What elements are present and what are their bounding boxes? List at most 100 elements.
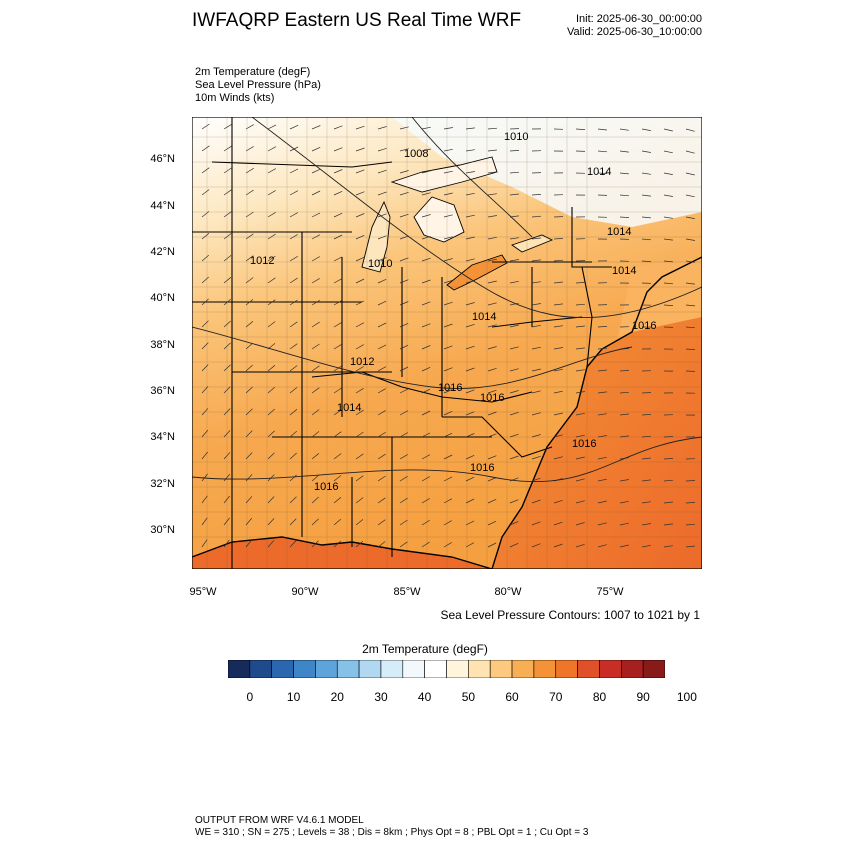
wind-barb xyxy=(685,523,696,526)
wind-barb xyxy=(465,192,475,196)
wind-barb xyxy=(465,149,475,152)
wind-barb xyxy=(377,475,386,482)
wind-barb xyxy=(289,234,298,240)
wind-barb xyxy=(619,391,630,394)
isobar-label: 1016 xyxy=(572,438,596,450)
wind-barb xyxy=(289,452,297,460)
wind-barb xyxy=(443,192,453,196)
wind-barb xyxy=(531,259,541,262)
wind-barb xyxy=(311,518,319,526)
wind-barb xyxy=(487,171,497,174)
colorbar-tick-label: 80 xyxy=(592,690,607,704)
wind-barb xyxy=(289,190,299,196)
wind-barb xyxy=(685,172,695,176)
wind-barb xyxy=(509,542,519,548)
wind-barb xyxy=(619,128,629,131)
wind-barb xyxy=(377,300,387,306)
colorbar-swatch xyxy=(315,660,338,678)
wind-barb xyxy=(685,260,695,263)
wind-barb xyxy=(443,498,453,504)
wind-barb xyxy=(377,257,387,262)
wind-barb xyxy=(421,520,430,526)
wind-barb xyxy=(311,409,320,416)
wind-barb xyxy=(311,300,320,306)
wind-barb xyxy=(201,386,209,394)
wind-barb xyxy=(245,408,253,416)
wind-barb xyxy=(487,411,497,416)
wind-barb xyxy=(575,500,585,504)
wind-barb xyxy=(465,302,475,306)
wind-barb xyxy=(531,477,541,482)
field-pressure: Sea Level Pressure (hPa) xyxy=(195,79,321,91)
wind-barb xyxy=(597,347,608,350)
wind-barb xyxy=(575,412,585,416)
wind-barb xyxy=(465,411,475,416)
lat-label: 46°N xyxy=(150,153,175,165)
wind-barb xyxy=(509,193,519,196)
wind-barb xyxy=(355,475,364,482)
wind-barb xyxy=(487,433,497,438)
wind-barb xyxy=(399,279,409,284)
wind-barb xyxy=(201,473,208,482)
wind-barb xyxy=(355,541,364,548)
wind-barb xyxy=(597,413,607,416)
wind-barb xyxy=(399,541,408,548)
wind-barb xyxy=(333,387,342,394)
wind-barb xyxy=(575,543,585,548)
wind-barb xyxy=(355,409,364,416)
wind-barb xyxy=(641,392,652,394)
wind-barb xyxy=(487,477,497,482)
wind-barb xyxy=(663,545,673,548)
footer-line-2: WE = 310 ; SN = 275 ; Levels = 38 ; Dis … xyxy=(195,827,589,838)
wind-barb xyxy=(641,435,652,438)
wind-barb xyxy=(399,454,408,460)
wind-barb xyxy=(399,257,409,262)
wind-barb xyxy=(223,124,232,130)
colorbar-swatch xyxy=(380,660,404,678)
wind-barb xyxy=(531,412,541,416)
wind-barb xyxy=(355,234,365,240)
wind-barb xyxy=(575,303,586,306)
wind-barb xyxy=(245,364,253,372)
wind-barb xyxy=(223,473,231,482)
wind-barb xyxy=(311,365,320,372)
wind-barb xyxy=(421,498,430,504)
wind-barb xyxy=(201,189,210,196)
wind-barb xyxy=(311,496,319,504)
wind-barb xyxy=(509,237,519,240)
wind-barb xyxy=(685,150,695,154)
wind-barb xyxy=(685,545,695,548)
wind-barb xyxy=(289,518,297,526)
wind-barb xyxy=(553,412,563,416)
wind-barb xyxy=(553,347,563,350)
wind-barb xyxy=(333,278,343,284)
colorbar-swatch xyxy=(336,660,360,678)
wind-barb xyxy=(311,453,320,460)
wind-barb xyxy=(311,431,320,438)
wind-barb xyxy=(223,430,231,438)
wind-barb xyxy=(421,170,431,174)
wind-barb xyxy=(509,390,519,394)
wind-barb xyxy=(663,150,673,154)
init-time: Init: 2025-06-30_00:00:00 xyxy=(576,13,702,25)
wind-barb xyxy=(685,194,695,198)
wind-barb xyxy=(311,343,320,350)
wind-barb xyxy=(509,499,519,504)
isobar-label: 1016 xyxy=(480,392,504,404)
wind-barb xyxy=(355,344,364,350)
wind-barb xyxy=(597,172,608,174)
wind-barb xyxy=(377,519,386,526)
lon-label: 90°W xyxy=(291,586,319,598)
wind-barb xyxy=(597,544,607,548)
wind-barb xyxy=(355,169,365,174)
wind-barb xyxy=(421,366,431,372)
colorbar-swatch xyxy=(577,660,600,678)
wind-barb xyxy=(421,345,431,350)
wind-barb xyxy=(333,256,343,262)
isobar-label: 1014 xyxy=(337,402,361,414)
wind-barb xyxy=(355,388,364,394)
wind-barb xyxy=(223,539,230,548)
wind-barb xyxy=(641,216,651,219)
wind-barb xyxy=(553,303,563,306)
wind-barb xyxy=(267,408,275,416)
